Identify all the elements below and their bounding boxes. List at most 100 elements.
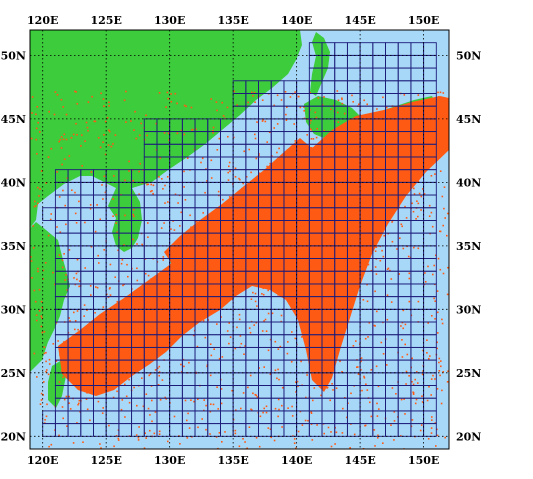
- lat-label-right: 50N: [456, 49, 481, 62]
- density-speck: [137, 439, 140, 441]
- density-speck: [132, 179, 134, 182]
- density-speck: [112, 327, 115, 330]
- density-speck: [437, 91, 439, 94]
- density-speck: [345, 214, 347, 217]
- density-speck: [375, 246, 378, 248]
- density-speck: [357, 221, 360, 223]
- density-speck: [78, 285, 80, 288]
- density-speck: [164, 184, 166, 187]
- density-speck: [58, 381, 61, 383]
- density-speck: [363, 375, 365, 378]
- density-speck: [43, 346, 46, 348]
- density-speck: [421, 373, 424, 376]
- density-speck: [352, 236, 354, 238]
- density-speck: [315, 136, 318, 139]
- density-speck: [149, 190, 152, 193]
- density-speck: [326, 374, 328, 376]
- density-speck: [427, 438, 430, 440]
- density-speck: [436, 341, 438, 344]
- density-speck: [199, 296, 201, 299]
- density-speck: [324, 217, 326, 219]
- density-speck: [311, 439, 314, 441]
- density-speck: [100, 92, 102, 95]
- density-speck: [145, 437, 147, 439]
- density-speck: [65, 113, 68, 116]
- density-speck: [127, 275, 129, 278]
- density-speck: [294, 229, 296, 232]
- density-speck: [60, 369, 63, 372]
- density-speck: [351, 94, 353, 97]
- density-speck: [135, 137, 138, 140]
- density-speck: [345, 170, 348, 173]
- density-speck: [115, 435, 118, 437]
- density-speck: [226, 217, 228, 219]
- density-speck: [87, 129, 89, 132]
- density-speck: [323, 345, 326, 347]
- density-speck: [376, 108, 378, 110]
- density-speck: [403, 94, 406, 96]
- density-speck: [136, 404, 138, 407]
- density-speck: [311, 265, 314, 267]
- density-speck: [358, 103, 360, 106]
- density-speck: [250, 298, 253, 300]
- density-speck: [75, 91, 77, 93]
- density-speck: [247, 101, 249, 104]
- density-speck: [309, 178, 312, 181]
- density-speck: [216, 386, 218, 388]
- density-speck: [36, 153, 38, 155]
- density-speck: [158, 371, 161, 373]
- density-speck: [222, 275, 224, 278]
- density-speck: [33, 352, 36, 355]
- density-speck: [152, 192, 154, 195]
- density-speck: [144, 272, 147, 275]
- density-speck: [30, 260, 33, 262]
- density-speck: [240, 407, 242, 410]
- density-speck: [113, 340, 116, 342]
- density-speck: [256, 265, 259, 267]
- density-speck: [30, 256, 32, 258]
- land-taiwan: [48, 360, 66, 408]
- density-speck: [68, 155, 71, 157]
- density-speck: [377, 124, 380, 127]
- density-speck: [126, 326, 129, 329]
- density-speck: [170, 93, 172, 95]
- density-speck: [412, 393, 415, 395]
- density-speck: [374, 250, 377, 252]
- lon-label-bottom: 140E: [281, 454, 312, 467]
- density-speck: [313, 213, 316, 216]
- density-speck: [246, 447, 248, 449]
- density-speck: [183, 104, 186, 107]
- density-speck: [407, 119, 409, 121]
- density-speck: [183, 170, 185, 173]
- density-speck: [212, 403, 215, 406]
- top-axis-labels: 120E 125E 130E 135E 140E 145E 150E: [27, 14, 439, 27]
- density-speck: [427, 322, 429, 324]
- density-speck: [50, 443, 53, 446]
- density-speck: [363, 377, 366, 379]
- density-speck: [165, 398, 167, 400]
- density-speck: [421, 395, 423, 397]
- density-speck: [341, 371, 343, 373]
- density-speck: [374, 266, 377, 268]
- density-speck: [205, 428, 207, 431]
- density-speck: [278, 378, 280, 381]
- density-speck: [185, 105, 187, 108]
- density-speck: [377, 437, 379, 439]
- density-speck: [378, 408, 380, 410]
- lon-label-top: 130E: [154, 14, 185, 27]
- density-speck: [185, 258, 187, 260]
- density-speck: [91, 95, 93, 98]
- density-speck: [37, 121, 39, 124]
- density-speck: [434, 422, 437, 424]
- density-speck: [404, 205, 406, 208]
- density-speck: [330, 431, 332, 433]
- density-speck: [326, 238, 328, 241]
- density-speck: [168, 139, 170, 141]
- density-speck: [407, 160, 410, 162]
- density-speck: [153, 349, 155, 352]
- density-speck: [315, 323, 318, 325]
- density-speck: [378, 167, 380, 170]
- lon-label-top: 135E: [217, 14, 248, 27]
- density-speck: [277, 415, 279, 418]
- density-speck: [62, 106, 64, 108]
